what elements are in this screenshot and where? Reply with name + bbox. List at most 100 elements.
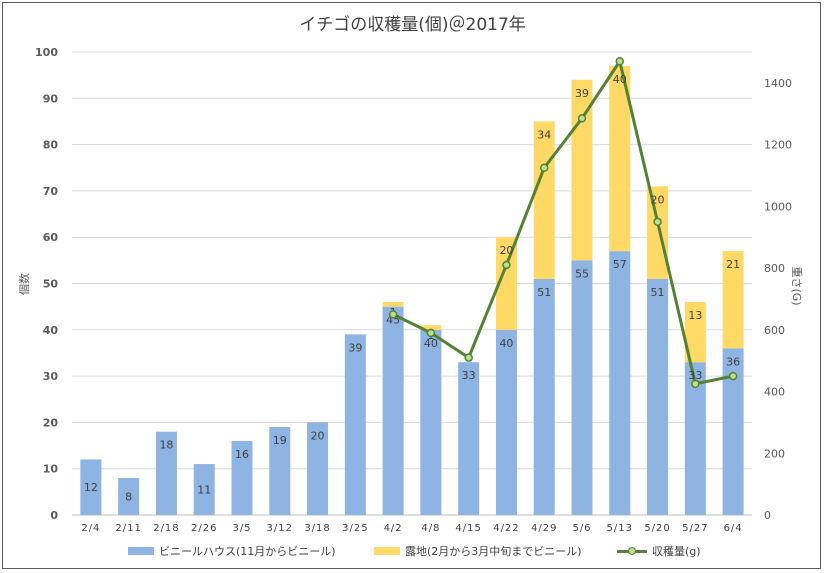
bar-greenhouse [533,278,555,515]
legend-item-weight: 収穫量(g) [617,543,701,559]
x-tick-label: 4/8 [421,523,440,534]
y-axis-title: 個数 [18,273,31,295]
line-marker-weight [388,310,398,319]
x-tick-label: 3/18 [304,523,330,534]
x-tick-label: 5/27 [682,523,708,534]
x-tick-label: 4/22 [493,523,519,534]
data-label-openfield: 40 [613,73,627,86]
data-label-greenhouse: 51 [537,286,551,299]
data-label-openfield: 13 [688,309,702,322]
y-tick-label: 0 [50,509,58,522]
data-label-greenhouse: 16 [235,448,249,461]
bar-greenhouse [609,251,631,515]
legend-label-greenhouse: ビニールハウス(11月からビニール) [159,545,336,558]
bar-greenhouse [344,334,366,515]
data-label-greenhouse: 18 [159,439,173,452]
line-marker-weight [577,114,587,123]
bar-greenhouse [80,459,102,515]
data-label-openfield: 21 [726,258,740,271]
bar-openfield [495,237,517,330]
y2-tick-label: 1400 [764,77,792,90]
data-label-greenhouse: 39 [348,341,362,354]
bar-openfield [722,251,744,349]
bar-openfield [382,302,404,307]
line-marker-weight [502,260,511,270]
data-label-greenhouse: 11 [197,484,211,497]
data-label-openfield: 20 [499,244,513,257]
data-label-greenhouse: 40 [499,337,513,350]
y-tick-label: 30 [43,370,59,383]
line-marker-weight [539,163,549,172]
y2-axis-title: 重さ(G) [790,266,804,305]
legend: ビニールハウス(11月からビニール) 露地(2月から3月中旬までビニール) 収穫… [0,543,825,561]
x-tick-label: 5/6 [572,523,591,534]
y2-tick-label: 600 [764,324,785,337]
data-label-greenhouse: 12 [84,481,98,494]
line-marker-weight [728,371,738,381]
bar-greenhouse [269,427,291,515]
legend-item-greenhouse: ビニールハウス(11月からビニール) [128,543,336,559]
data-label-openfield: 39 [575,87,589,100]
data-label-greenhouse: 51 [651,286,665,299]
bar-openfield [420,325,442,330]
line-marker-weight [464,353,473,362]
bar-openfield [647,186,669,279]
data-label-greenhouse: 45 [386,314,400,327]
x-tick-label: 5/13 [607,523,633,534]
data-label-greenhouse: 57 [613,258,627,271]
data-label-greenhouse: 19 [273,434,287,447]
line-marker-weight [691,379,700,389]
bar-greenhouse [647,278,669,515]
y-tick-label: 90 [43,92,59,105]
line-marker-weight [426,328,436,338]
y-tick-label: 70 [43,185,59,198]
data-label-greenhouse: 20 [311,429,325,442]
y-tick-label: 40 [43,324,59,337]
x-tick-label: 3/25 [342,523,368,534]
x-tick-label: 4/2 [384,523,403,534]
y2-tick-label: 800 [764,262,785,275]
bar-greenhouse [571,260,593,515]
data-label-greenhouse: 36 [726,355,740,368]
bar-greenhouse [193,464,215,515]
y-tick-label: 50 [43,278,59,291]
y-tick-label: 80 [43,139,59,152]
chart-title: イチゴの収穫量(個)＠2017年 [299,15,526,35]
bar-greenhouse [155,431,177,515]
x-tick-label: 3/5 [232,523,251,534]
y2-tick-label: 200 [764,447,785,460]
data-label-openfield: 34 [537,128,551,141]
y2-tick-label: 0 [764,509,771,522]
data-label-greenhouse: 40 [424,337,438,350]
x-tick-label: 2/26 [191,523,217,534]
x-tick-label: 3/12 [267,523,293,534]
legend-item-openfield: 露地(2月から3月中旬までビニール) [374,543,582,559]
bar-greenhouse [495,329,517,515]
bar-openfield [684,302,706,363]
data-label-openfield: 20 [651,193,665,206]
x-tick-label: 4/29 [531,523,557,534]
y-tick-label: 20 [43,416,59,429]
legend-swatch-openfield [374,547,400,555]
y-tick-label: 10 [43,463,59,476]
y-tick-label: 100 [35,46,58,59]
bar-greenhouse [458,362,480,515]
line-weight [392,59,734,386]
line-marker-weight [615,57,625,66]
data-label-greenhouse: 33 [462,369,476,382]
bar-openfield [533,121,555,279]
bar-greenhouse [420,329,442,515]
legend-label-openfield: 露地(2月から3月中旬までビニール) [405,545,582,558]
x-tick-label: 2/4 [81,523,100,534]
bar-openfield [609,65,631,252]
legend-label-weight: 収穫量(g) [652,545,701,558]
bar-greenhouse [722,348,744,515]
x-tick-label: 6/4 [724,523,743,534]
bar-greenhouse [307,422,329,515]
legend-swatch-weight [617,547,647,555]
bar-greenhouse [118,477,140,515]
x-tick-label: 5/20 [644,523,670,534]
y2-tick-label: 400 [764,386,785,399]
